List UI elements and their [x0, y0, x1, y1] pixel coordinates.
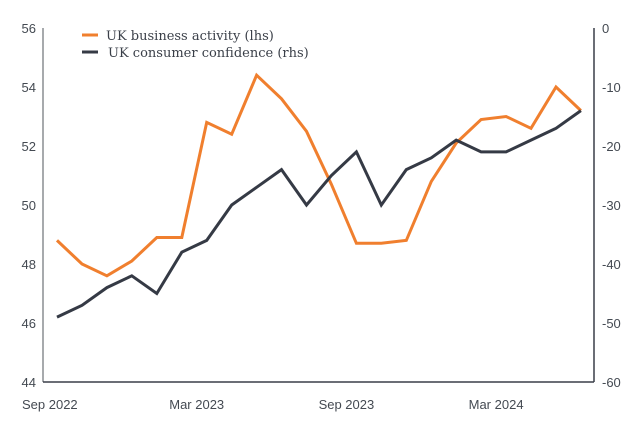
left-tick-label: 44 [22, 375, 36, 390]
legend-label-consumer-confidence: UK consumer confidence (rhs) [108, 46, 309, 61]
left-tick-label: 46 [22, 316, 36, 331]
x-axis-ticks: Sep 2022 Mar 2023 Sep 2023 Mar 2024 [22, 397, 524, 412]
right-tick-label: -10 [602, 80, 621, 95]
legend: UK business activity (lhs) UK consumer c… [82, 29, 309, 61]
right-axis-ticks: 0 -10 -20 -30 -40 -50 -60 [602, 21, 621, 390]
right-tick-label: -50 [602, 316, 621, 331]
right-tick-label: -60 [602, 375, 621, 390]
series-layer [55, 72, 582, 319]
x-tick-label: Sep 2023 [319, 397, 375, 412]
left-tick-label: 54 [22, 80, 36, 95]
right-tick-label: -30 [602, 198, 621, 213]
x-tick-label: Mar 2024 [469, 397, 524, 412]
right-tick-label: 0 [602, 21, 609, 36]
left-tick-label: 50 [22, 198, 36, 213]
legend-item-business-activity: UK business activity (lhs) [82, 29, 274, 44]
legend-label-business-activity: UK business activity (lhs) [106, 29, 274, 44]
x-tick-label: Mar 2023 [169, 397, 224, 412]
x-tick-label: Sep 2022 [22, 397, 78, 412]
series-line-consumer-confidence [56, 109, 582, 319]
right-tick-label: -40 [602, 257, 621, 272]
left-tick-label: 52 [22, 139, 36, 154]
right-tick-label: -20 [602, 139, 621, 154]
left-tick-label: 48 [22, 257, 36, 272]
left-tick-label: 56 [22, 21, 36, 36]
left-axis-ticks: 56 54 52 50 48 46 44 [22, 21, 36, 390]
legend-item-consumer-confidence: UK consumer confidence (rhs) [82, 46, 309, 61]
series-line-business-activity [55, 72, 582, 278]
